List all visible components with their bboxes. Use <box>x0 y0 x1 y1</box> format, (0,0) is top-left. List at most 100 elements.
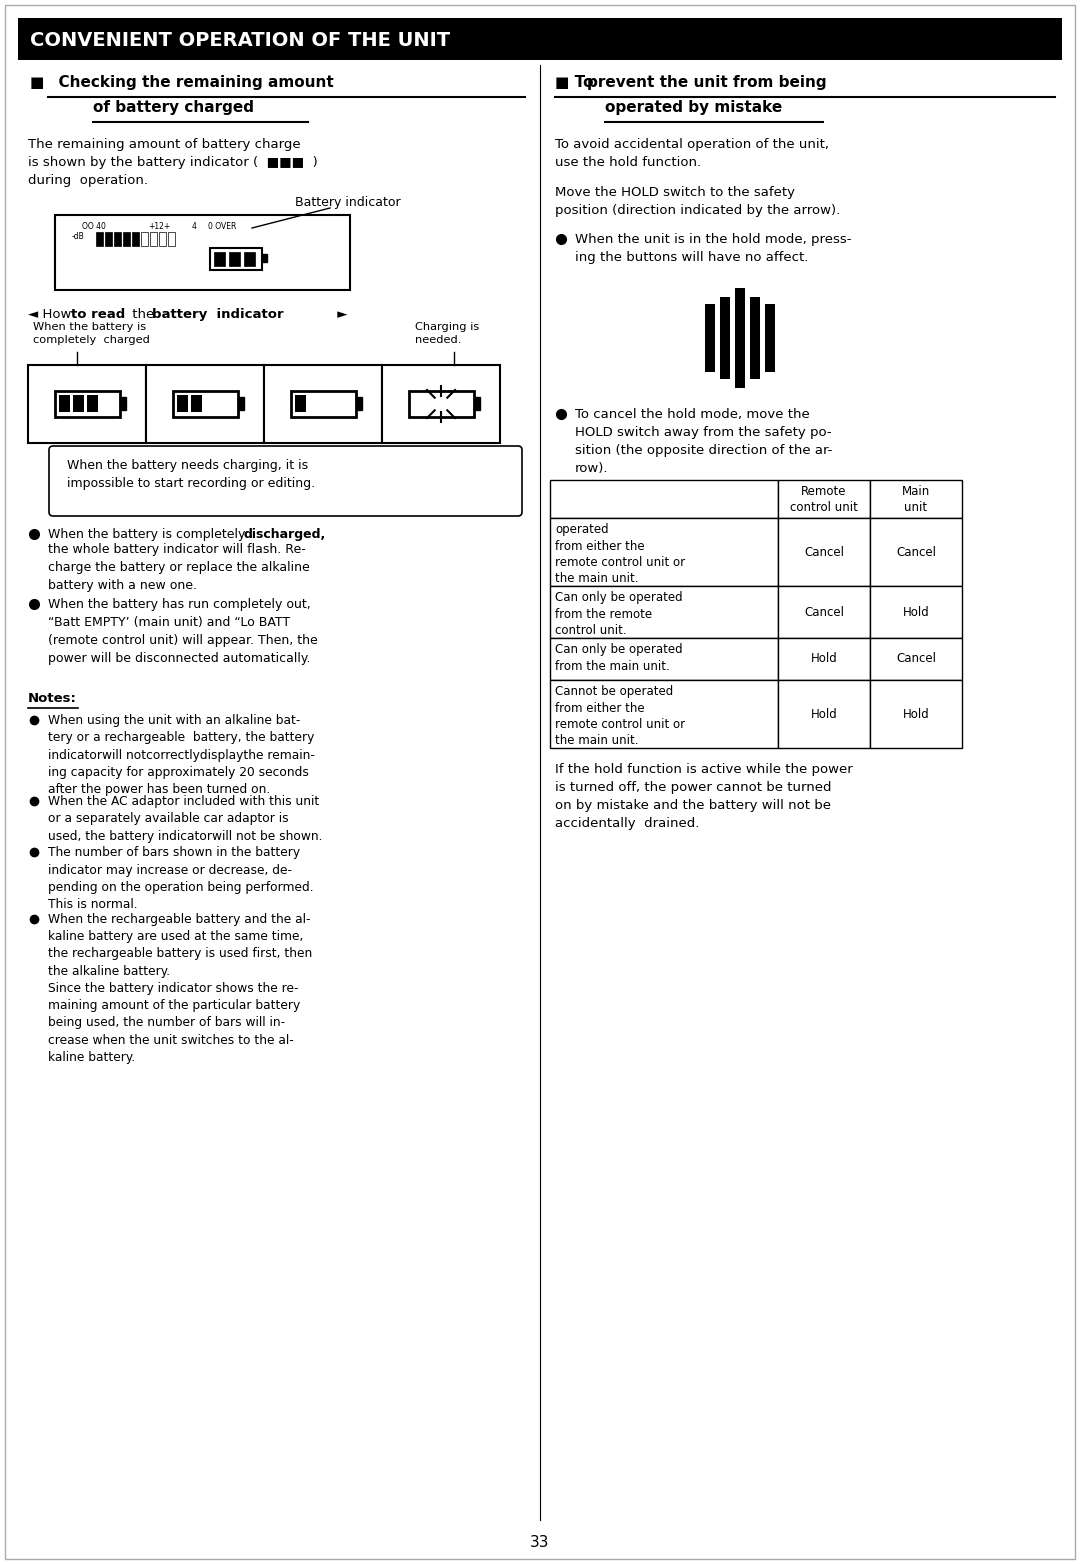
Bar <box>159 231 166 246</box>
Bar <box>214 252 225 266</box>
Bar <box>55 391 120 418</box>
Bar <box>244 252 255 266</box>
Bar <box>778 680 870 748</box>
Text: Can only be operated
from the remote
control unit.: Can only be operated from the remote con… <box>555 591 683 637</box>
Text: When the battery is completely: When the battery is completely <box>48 529 249 541</box>
Bar <box>870 518 962 586</box>
Bar <box>474 397 480 410</box>
Text: Move the HOLD switch to the safety
position (direction indicated by the arrow).: Move the HOLD switch to the safety posit… <box>555 186 840 217</box>
Text: When the AC adaptor included with this unit
or a separately available car adapto: When the AC adaptor included with this u… <box>48 795 323 843</box>
Text: ■ To: ■ To <box>555 75 598 91</box>
Text: operated
from either the
remote control unit or
the main unit.: operated from either the remote control … <box>555 522 685 585</box>
Text: Remote
control unit: Remote control unit <box>791 485 858 515</box>
Text: operated by mistake: operated by mistake <box>605 100 782 116</box>
Text: Cancel: Cancel <box>804 605 843 618</box>
Text: When the unit is in the hold mode, press-
ing the buttons will have no affect.: When the unit is in the hold mode, press… <box>575 233 851 264</box>
Text: When the battery needs charging, it is
impossible to start recording or editing.: When the battery needs charging, it is i… <box>67 458 315 490</box>
FancyBboxPatch shape <box>49 446 522 516</box>
Bar <box>550 480 778 518</box>
Bar <box>28 364 146 443</box>
Text: Notes:: Notes: <box>28 691 77 705</box>
Text: OO 40: OO 40 <box>82 222 106 231</box>
Bar <box>765 303 775 372</box>
Bar <box>870 586 962 638</box>
Text: Hold: Hold <box>811 652 837 666</box>
Text: ◄ How: ◄ How <box>28 308 76 321</box>
Bar <box>177 396 188 411</box>
Text: Hold: Hold <box>903 605 930 618</box>
Bar <box>735 288 745 388</box>
Text: Main
unit: Main unit <box>902 485 930 515</box>
Text: Cancel: Cancel <box>804 546 843 558</box>
Bar <box>870 480 962 518</box>
Text: Battery indicator: Battery indicator <box>295 196 401 210</box>
Text: -dB: -dB <box>72 231 84 241</box>
Bar <box>168 231 175 246</box>
Bar <box>778 638 870 680</box>
Bar <box>264 364 382 443</box>
Bar <box>132 231 139 246</box>
Bar <box>778 518 870 586</box>
Text: Hold: Hold <box>811 707 837 721</box>
Bar <box>262 253 267 263</box>
Text: If the hold function is active while the power
is turned off, the power cannot b: If the hold function is active while the… <box>555 763 853 830</box>
Text: The remaining amount of battery charge
is shown by the battery indicator (  ■■■ : The remaining amount of battery charge i… <box>28 138 318 188</box>
Text: 0 OVER: 0 OVER <box>208 222 237 231</box>
Bar <box>96 231 103 246</box>
Text: The number of bars shown in the battery
indicator may increase or decrease, de-
: The number of bars shown in the battery … <box>48 846 313 912</box>
Bar <box>238 397 244 410</box>
Text: ►: ► <box>333 308 348 321</box>
Bar <box>146 364 264 443</box>
Text: When the rechargeable battery and the al-
kaline battery are used at the same ti: When the rechargeable battery and the al… <box>48 913 312 1064</box>
Text: ■: ■ <box>30 75 44 91</box>
Bar <box>114 231 121 246</box>
Text: discharged,: discharged, <box>244 529 326 541</box>
Bar <box>55 214 350 289</box>
Text: Charging is
needed.: Charging is needed. <box>415 322 480 344</box>
Bar <box>191 396 202 411</box>
Text: When the battery has run completely out,
“Batt EMPTY’ (main unit) and “Lo BATT
(: When the battery has run completely out,… <box>48 597 318 665</box>
Bar <box>550 680 778 748</box>
Text: 4: 4 <box>192 222 197 231</box>
Text: Cancel: Cancel <box>896 546 936 558</box>
Bar <box>550 518 778 586</box>
Bar <box>295 396 306 411</box>
Text: When using the unit with an alkaline bat-
tery or a rechargeable  battery, the b: When using the unit with an alkaline bat… <box>48 715 315 796</box>
Text: To avoid accidental operation of the unit,
use the hold function.: To avoid accidental operation of the uni… <box>555 138 829 169</box>
Bar <box>382 364 500 443</box>
Bar <box>87 396 98 411</box>
Bar <box>870 638 962 680</box>
Bar <box>720 297 730 378</box>
Bar <box>705 303 715 372</box>
Bar <box>750 297 760 378</box>
Text: to read: to read <box>71 308 125 321</box>
Bar <box>778 480 870 518</box>
Bar <box>356 397 362 410</box>
Bar <box>73 396 84 411</box>
Bar <box>550 638 778 680</box>
Bar <box>778 586 870 638</box>
Text: When the battery is
completely  charged: When the battery is completely charged <box>33 322 150 344</box>
Bar <box>59 396 70 411</box>
Bar <box>409 391 474 418</box>
Bar <box>141 231 148 246</box>
Text: of battery charged: of battery charged <box>93 100 254 116</box>
Bar <box>229 252 240 266</box>
Text: Can only be operated
from the main unit.: Can only be operated from the main unit. <box>555 643 683 673</box>
Text: Checking the remaining amount: Checking the remaining amount <box>48 75 334 91</box>
Bar <box>291 391 356 418</box>
Text: Cancel: Cancel <box>896 652 936 666</box>
Bar <box>210 249 262 271</box>
Text: the: the <box>129 308 159 321</box>
Bar <box>173 391 238 418</box>
Bar <box>550 586 778 638</box>
Text: Hold: Hold <box>903 707 930 721</box>
Text: CONVENIENT OPERATION OF THE UNIT: CONVENIENT OPERATION OF THE UNIT <box>30 31 450 50</box>
Text: +12+: +12+ <box>148 222 171 231</box>
Bar <box>18 19 1062 59</box>
Text: To cancel the hold mode, move the
HOLD switch away from the safety po-
sition (t: To cancel the hold mode, move the HOLD s… <box>575 408 833 475</box>
Bar <box>105 231 112 246</box>
Text: Cannot be operated
from either the
remote control unit or
the main unit.: Cannot be operated from either the remot… <box>555 685 685 748</box>
Bar <box>870 680 962 748</box>
Text: the whole battery indicator will flash. Re-
charge the battery or replace the al: the whole battery indicator will flash. … <box>48 543 310 593</box>
